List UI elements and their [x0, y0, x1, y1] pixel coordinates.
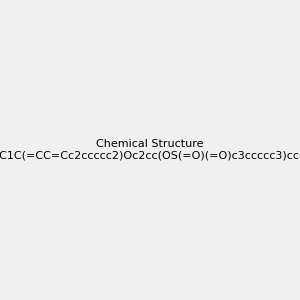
Text: Chemical Structure
O=C1C(=CC=Cc2ccccc2)Oc2cc(OS(=O)(=O)c3ccccc3)ccc21: Chemical Structure O=C1C(=CC=Cc2ccccc2)O… — [0, 139, 300, 161]
